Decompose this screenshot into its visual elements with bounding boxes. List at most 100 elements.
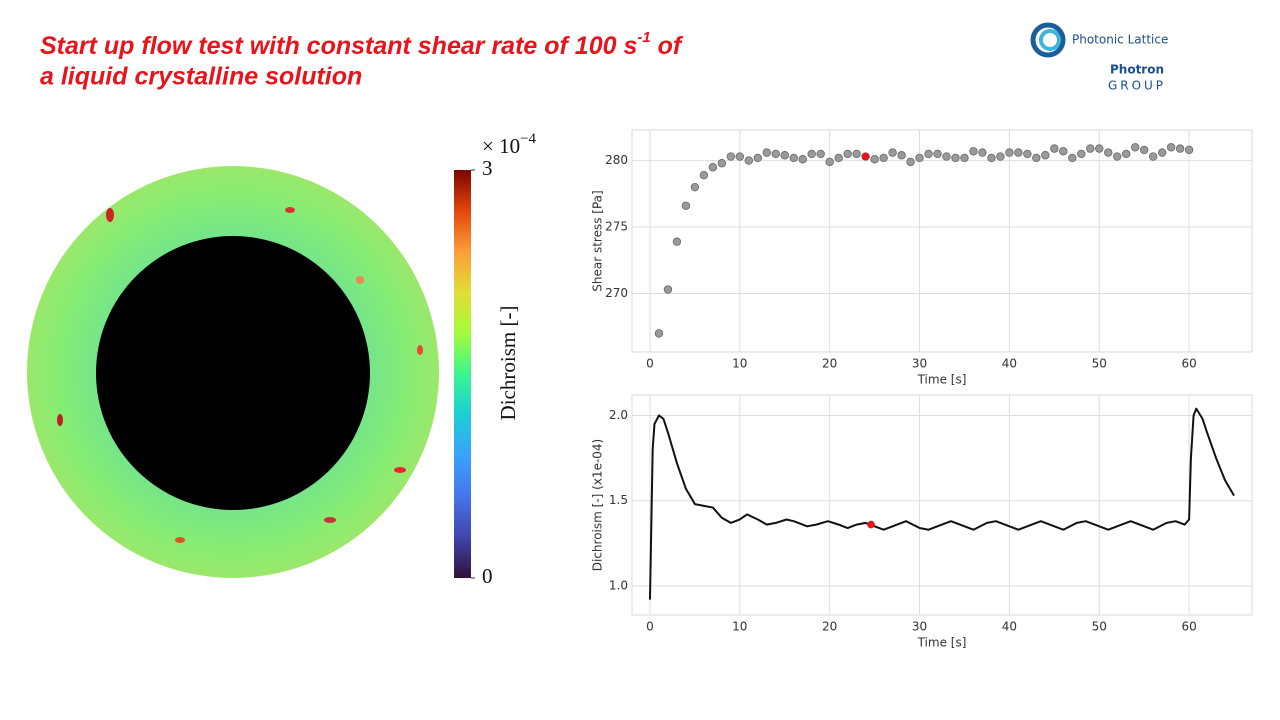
point xyxy=(960,153,969,163)
point xyxy=(942,152,951,161)
point xyxy=(906,157,915,167)
sample-core xyxy=(96,236,370,510)
logo-mark xyxy=(1039,29,1061,51)
spot xyxy=(417,345,423,355)
point xyxy=(672,237,682,246)
point xyxy=(1184,145,1194,155)
point xyxy=(798,155,807,164)
point xyxy=(726,152,736,161)
spot xyxy=(57,414,63,426)
point xyxy=(879,153,888,163)
point xyxy=(735,152,745,161)
point xyxy=(789,153,798,163)
point xyxy=(924,149,933,159)
point xyxy=(780,151,789,160)
y-tick-label: 2.0 xyxy=(609,408,628,422)
spot xyxy=(394,467,406,473)
plot-frame xyxy=(631,394,1253,616)
point xyxy=(699,170,709,180)
point xyxy=(888,148,897,157)
logo-brand: Photonic Lattice xyxy=(1072,33,1168,47)
x-tick-label: 60 xyxy=(1181,357,1196,371)
point xyxy=(897,151,906,160)
slide-title: Start up flow test with constant shear r… xyxy=(40,29,684,60)
point xyxy=(708,163,718,172)
y-tick-label: 275 xyxy=(605,220,628,234)
x-tick-label: 0 xyxy=(646,357,654,371)
point xyxy=(1166,143,1176,152)
colorbar-scale: × 10−4 xyxy=(482,131,537,157)
point xyxy=(1032,153,1041,163)
point xyxy=(1157,148,1167,157)
x-tick-label: 30 xyxy=(912,620,927,634)
spot xyxy=(324,517,336,523)
scale-base: × 10 xyxy=(482,134,520,158)
point xyxy=(870,155,879,164)
x-tick-label: 50 xyxy=(1092,620,1107,634)
dichroism-image xyxy=(27,166,439,578)
logo-group: Photron xyxy=(1110,63,1164,77)
point xyxy=(816,149,825,159)
point xyxy=(852,149,861,159)
point xyxy=(1113,152,1122,161)
plot-frame xyxy=(631,129,1253,353)
point xyxy=(690,182,700,192)
point xyxy=(1005,148,1014,157)
point xyxy=(1068,153,1077,163)
highlight-point xyxy=(861,152,870,161)
point xyxy=(978,148,987,157)
point xyxy=(1095,144,1104,153)
x-tick-label: 30 xyxy=(912,357,927,371)
x-axis-title: Time [s] xyxy=(917,373,967,387)
title-superscript: -1 xyxy=(637,29,650,46)
spot xyxy=(285,207,295,213)
y-axis-title: Shear stress [Pa] xyxy=(591,190,605,291)
highlight-point xyxy=(867,520,875,529)
point xyxy=(744,156,754,165)
point xyxy=(1050,144,1059,153)
point xyxy=(843,149,852,159)
point xyxy=(996,152,1005,161)
point xyxy=(987,153,996,163)
point xyxy=(1086,144,1095,153)
y-tick-label: 280 xyxy=(605,153,628,167)
colorbar xyxy=(454,170,471,578)
x-tick-label: 10 xyxy=(732,357,747,371)
point xyxy=(717,159,727,168)
x-tick-label: 60 xyxy=(1181,620,1196,634)
colorbar-tick-label: 3 xyxy=(482,156,493,180)
point xyxy=(771,149,780,159)
y-tick-label: 1.5 xyxy=(609,493,628,507)
spot xyxy=(175,537,185,543)
point xyxy=(681,201,691,210)
point xyxy=(1139,145,1149,155)
line xyxy=(648,407,1235,600)
x-tick-label: 0 xyxy=(646,620,654,634)
point xyxy=(1059,147,1068,156)
point xyxy=(1023,149,1032,159)
point xyxy=(1175,144,1185,153)
point xyxy=(663,285,673,294)
logo: Photonic Lattice Photron GROUP xyxy=(1030,22,1168,93)
point xyxy=(1041,151,1050,160)
point xyxy=(933,149,942,159)
point xyxy=(825,157,834,167)
x-tick-label: 20 xyxy=(822,357,837,371)
logo-mark xyxy=(1030,22,1066,58)
slide-title: a liquid crystalline solution xyxy=(40,63,362,91)
logo-group-word: GROUP xyxy=(1108,79,1166,93)
colorbar-tick-label: 0 xyxy=(482,564,493,588)
point xyxy=(1130,143,1140,152)
point xyxy=(1122,149,1131,159)
point xyxy=(1104,148,1113,157)
y-tick-label: 270 xyxy=(605,286,628,300)
scale-exponent: −4 xyxy=(520,131,536,147)
x-tick-label: 50 xyxy=(1092,357,1107,371)
point xyxy=(834,153,843,163)
x-tick-label: 10 xyxy=(732,620,747,634)
point xyxy=(951,153,960,163)
title-text: of xyxy=(651,32,684,60)
x-tick-label: 40 xyxy=(1002,357,1017,371)
point xyxy=(807,149,816,159)
x-axis-title: Time [s] xyxy=(917,636,967,650)
